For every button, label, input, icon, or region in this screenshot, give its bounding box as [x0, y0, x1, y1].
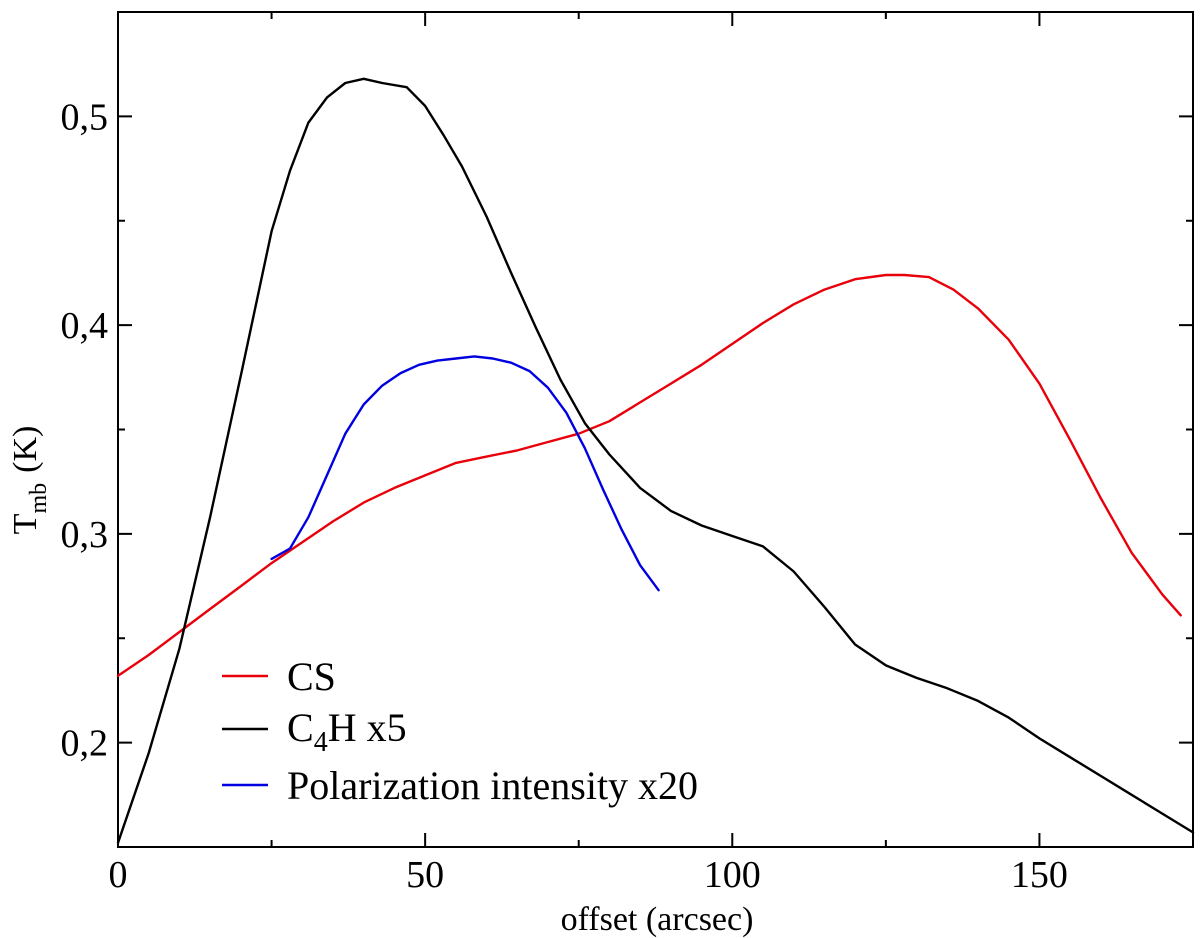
series-line-cs: [116, 273, 1182, 677]
y-axis-title-main: T: [7, 513, 44, 534]
y-axis-title-unit: (K): [7, 426, 44, 473]
y-tick-label-0-5: 0,5: [61, 96, 109, 138]
series-line-polarization-intensity-x20: [270, 355, 660, 592]
legend: CS C4H x5 Polarization intensity x20: [222, 654, 698, 808]
y-axis-title: Tmb (K): [7, 426, 52, 535]
legend-label-c4h-sub: 4: [314, 727, 328, 758]
x-tick-label-0: 0: [109, 854, 128, 896]
series-line-c4h-x5: [116, 77, 1195, 844]
x-tick-label-100: 100: [704, 854, 761, 896]
legend-label-c4h: C4H x5: [287, 705, 407, 758]
y-tick-label-0-2: 0,2: [61, 723, 109, 765]
legend-label-c4h-main: C: [287, 705, 314, 750]
plot-frame: [117, 11, 1194, 848]
legend-label-polarization: Polarization intensity x20: [287, 763, 698, 808]
y-axis-title-sub: mb: [26, 483, 52, 514]
x-tick-label-150: 150: [1011, 854, 1068, 896]
legend-label-c4h-rest: H x5: [328, 705, 407, 750]
y-tick-label-0-3: 0,3: [61, 514, 109, 556]
y-tick-label-0-4: 0,4: [61, 305, 109, 347]
x-axis-title: offset (arcsec): [561, 901, 754, 938]
x-tick-label-50: 50: [406, 854, 444, 896]
legend-label-cs: CS: [287, 654, 336, 699]
